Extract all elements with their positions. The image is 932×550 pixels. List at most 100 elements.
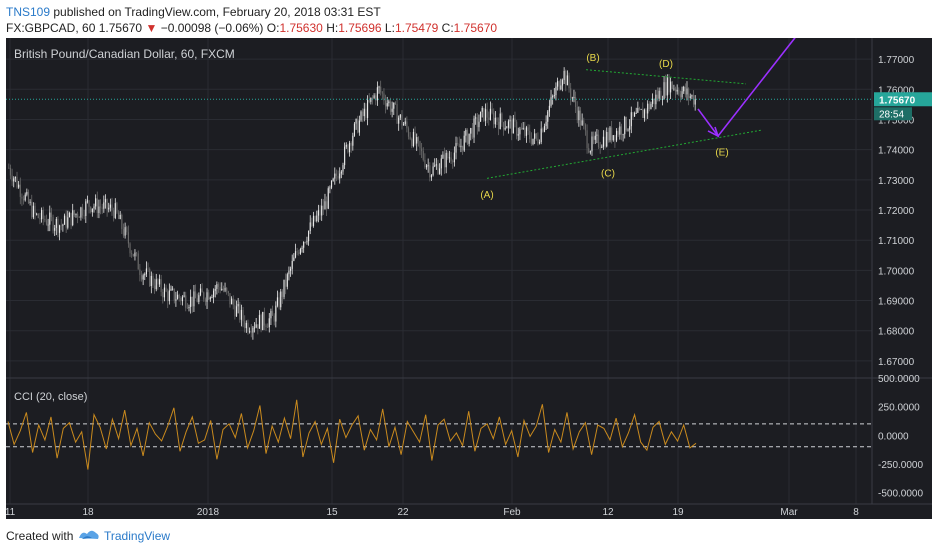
candle-body: [173, 288, 175, 301]
last-price-badge: [874, 92, 932, 107]
candle-body: [617, 130, 619, 135]
candle-body: [11, 175, 13, 182]
time-tick-label: 2018: [197, 507, 220, 518]
candle-body: [694, 99, 696, 105]
candle-body: [8, 167, 10, 169]
chart-area[interactable]: (A) (B) (C) (D) (E) 1.77000 1.76000 1.75000 1.7…: [5, 35, 932, 519]
candle-body: [132, 254, 134, 257]
candle-body: [670, 81, 672, 93]
candle-body: [602, 136, 605, 147]
candle-body: [522, 127, 524, 129]
candle-body: [285, 279, 287, 287]
price-tick-label: 1.70000: [878, 266, 915, 277]
candle-body: [204, 299, 206, 302]
candle-body: [532, 138, 534, 145]
candle-body: [640, 109, 642, 111]
candle-body: [152, 275, 154, 286]
candle-body: [576, 107, 578, 121]
candle-body: [579, 110, 582, 126]
candle-body: [527, 127, 529, 131]
candle-body: [321, 205, 323, 216]
candle-body: [689, 96, 691, 98]
candle-body: [666, 77, 668, 96]
candle-body: [421, 148, 423, 152]
candle-body: [686, 88, 688, 95]
price-tick-label: 1.71000: [878, 236, 915, 247]
candle-body: [314, 215, 316, 222]
candle-body: [188, 306, 190, 309]
candle-body: [409, 136, 411, 140]
candle-body: [352, 135, 354, 146]
candle-body: [244, 321, 246, 329]
candle-body: [329, 187, 331, 189]
cci-tick-label: 500.0000: [878, 374, 920, 385]
candle-body: [403, 124, 405, 126]
candle-body: [42, 209, 44, 219]
candle-body: [203, 292, 205, 300]
candle-body: [27, 191, 30, 203]
candle-body: [638, 108, 641, 110]
candle-body: [674, 88, 677, 92]
candle-body: [656, 94, 659, 99]
candle-body: [540, 128, 542, 143]
candle-body: [445, 152, 447, 168]
candle-body: [249, 331, 251, 333]
quote-line: FX:GBPCAD, 60 1.75670 ▼ −0.00098 (−0.06%…: [6, 21, 497, 35]
candle-body: [681, 91, 683, 98]
candle-body: [573, 97, 575, 98]
author-link[interactable]: TNS109: [6, 5, 51, 19]
price-tick-label: 1.76000: [878, 85, 915, 96]
candle-body: [191, 296, 193, 307]
candle-body: [589, 151, 591, 153]
candle-body: [181, 296, 184, 302]
chart-svg[interactable]: (A) (B) (C) (D) (E) 1.77000 1.76000 1.75000 1.7…: [5, 35, 932, 519]
cci-tick-label: 0.0000: [878, 431, 909, 442]
candle-body: [296, 251, 298, 253]
candle-body: [55, 218, 57, 228]
candle-body: [337, 176, 339, 179]
candle-body: [339, 173, 341, 179]
candle-body: [24, 194, 26, 201]
candle-body: [673, 88, 675, 90]
candle-body: [90, 206, 92, 213]
tradingview-brand[interactable]: TradingView: [104, 529, 171, 543]
candle-body: [625, 117, 627, 131]
candle-body: [520, 128, 523, 130]
candle-body: [104, 199, 107, 203]
candle-body: [301, 247, 303, 249]
candle-body: [145, 268, 147, 275]
candle-body: [103, 202, 105, 209]
candle-body: [193, 291, 195, 307]
candle-body: [72, 210, 74, 226]
candle-body: [614, 135, 616, 141]
candle-body: [176, 294, 179, 300]
candle-body: [355, 118, 357, 124]
candle-body: [399, 114, 401, 118]
candle-body: [239, 303, 241, 320]
candle-body: [240, 309, 243, 320]
candle-body: [317, 210, 319, 216]
candle-body: [394, 102, 396, 105]
candle-body: [344, 146, 346, 166]
candle-body: [68, 212, 71, 218]
candle-body: [216, 284, 218, 289]
candle-body: [676, 89, 678, 92]
candle-body: [381, 92, 383, 94]
last-price: 1.75670: [98, 21, 143, 35]
candle-body: [465, 129, 467, 136]
candle-body: [473, 118, 475, 138]
candle-body: [77, 213, 79, 218]
candle-body: [124, 227, 126, 236]
cci-tick-label: -250.0000: [878, 460, 923, 471]
candle-body: [506, 127, 508, 129]
candle-body: [70, 212, 72, 226]
candle-body: [586, 130, 588, 149]
time-tick-label: Feb: [503, 507, 521, 518]
candle-body: [684, 86, 686, 95]
tradingview-logo-icon: [79, 530, 99, 539]
candle-body: [149, 268, 151, 286]
lower-trendline: [486, 129, 763, 179]
candle-body: [111, 204, 113, 211]
candle-body: [453, 152, 455, 163]
candle-body: [432, 166, 434, 176]
